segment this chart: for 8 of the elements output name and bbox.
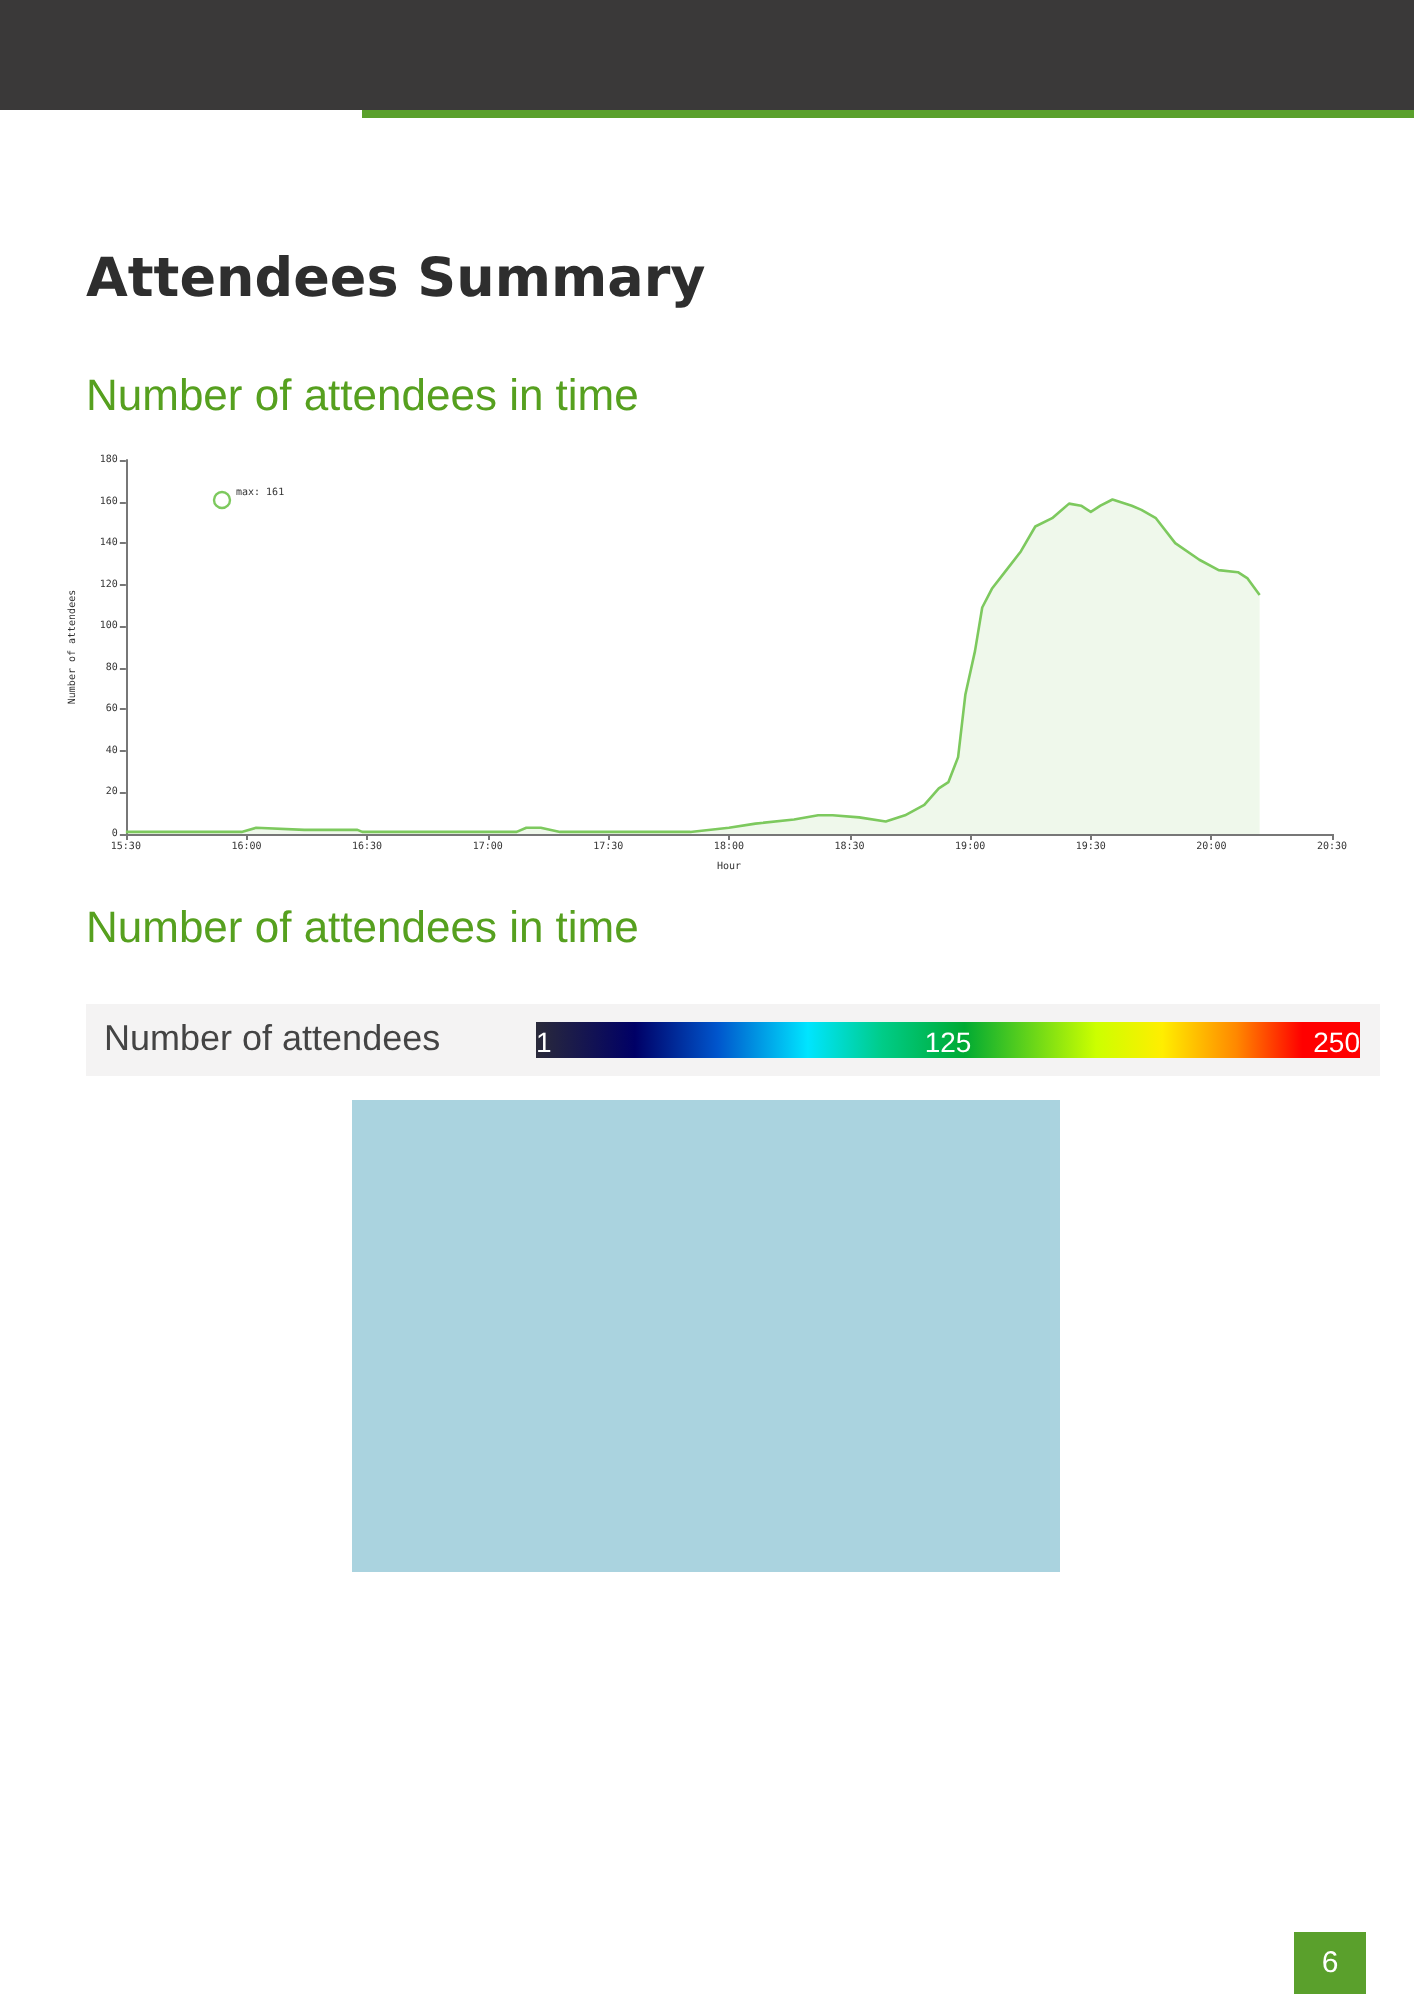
text: 1: [536, 1026, 552, 1058]
text: 125: [924, 1026, 972, 1058]
chart-subtitle: Number of attendees in time: [86, 370, 639, 422]
text: Number of attendees in time: [86, 902, 639, 954]
text: 6: [1294, 1932, 1366, 1994]
color-bar-title: Number of attendees: [104, 1018, 441, 1060]
chart-title: Attendees Summary: [86, 248, 706, 310]
text: 250: [1313, 1026, 1361, 1058]
